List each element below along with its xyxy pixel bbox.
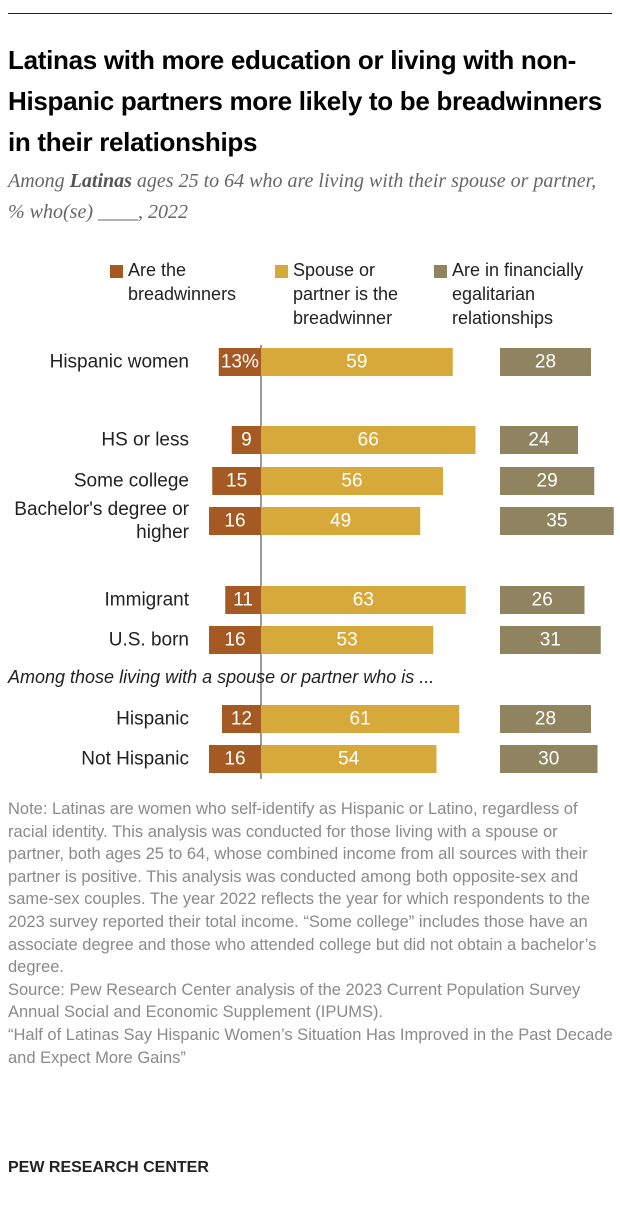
chart-title: Latinas with more education or living wi… xyxy=(8,45,602,157)
value-label: 49 xyxy=(330,511,351,532)
section-label: Among those living with a spouse or part… xyxy=(8,667,435,687)
value-label: 12 xyxy=(231,709,252,730)
bar xyxy=(225,586,261,614)
category-label: Bachelor's degree or higher xyxy=(14,499,189,543)
value-label: 66 xyxy=(358,430,379,451)
notes: Note: Latinas are women who self-identif… xyxy=(8,798,614,1069)
value-label: 53 xyxy=(337,630,358,651)
value-label: 13% xyxy=(221,352,259,373)
subtitle-text: Among xyxy=(8,170,65,192)
category-label: Hispanic women xyxy=(49,351,189,373)
value-label: 15 xyxy=(226,471,247,492)
value-label: 59 xyxy=(346,352,367,373)
value-label: 26 xyxy=(532,590,553,611)
value-label: 63 xyxy=(353,590,374,611)
bar xyxy=(212,467,261,495)
plot: 13% 59 28 9 66 24 15 56 29 16 49 35 11 63 26 16 53 31 12 61… xyxy=(209,345,614,779)
bar xyxy=(500,507,614,535)
bar xyxy=(500,705,591,733)
value-label: 16 xyxy=(224,511,245,532)
bar xyxy=(261,745,437,773)
value-label: 56 xyxy=(341,471,362,492)
bar xyxy=(500,745,598,773)
bar xyxy=(222,705,261,733)
category-label: HS or less xyxy=(101,429,189,451)
value-label: 31 xyxy=(540,630,561,651)
value-label: 9 xyxy=(241,430,252,451)
legend-swatch xyxy=(275,265,288,278)
category-label: U.S. born xyxy=(108,629,189,651)
bar xyxy=(209,745,261,773)
value-label: 11 xyxy=(233,590,253,611)
bar xyxy=(261,426,476,454)
bar xyxy=(500,426,578,454)
legend-label: Spouse or partner is the breadwinner xyxy=(293,260,399,328)
bar xyxy=(231,426,261,454)
category-label: Some college xyxy=(73,470,189,492)
bar xyxy=(261,467,443,495)
bar xyxy=(261,348,453,376)
bar xyxy=(261,705,460,733)
bar xyxy=(500,626,601,654)
legend-swatch xyxy=(434,265,447,278)
value-label: 16 xyxy=(224,630,245,651)
value-label: 30 xyxy=(538,749,559,770)
bar xyxy=(500,586,585,614)
bar xyxy=(261,626,434,654)
subtitle-text: ages 25 to 64 who are living with their … xyxy=(8,170,597,223)
bar xyxy=(261,586,466,614)
note: Note: Latinas are women who self-identif… xyxy=(8,800,597,977)
legend-label: Are in financially egalitarian relations… xyxy=(452,260,584,328)
subtitle-emphasis: Latinas xyxy=(69,170,132,192)
bar xyxy=(500,467,595,495)
value-label: 54 xyxy=(338,749,360,770)
chart-subtitle: Among Latinas ages 25 to 64 who are livi… xyxy=(8,166,614,228)
legend-label: Are the breadwinners xyxy=(128,260,237,304)
top-rule xyxy=(8,13,612,14)
value-label: 29 xyxy=(537,471,558,492)
category-label: Immigrant xyxy=(104,589,189,611)
value-label: 61 xyxy=(350,709,371,730)
bar xyxy=(500,348,591,376)
value-label: 24 xyxy=(528,430,550,451)
category-label: Hispanic xyxy=(116,708,189,730)
bar xyxy=(261,507,421,535)
source: Source: Pew Research Center analysis of … xyxy=(8,980,581,1022)
bar xyxy=(218,348,261,376)
value-label: 28 xyxy=(535,352,556,373)
value-label: 35 xyxy=(546,511,567,532)
category-label: Not Hispanic xyxy=(81,748,189,770)
bar xyxy=(209,507,261,535)
report-title: “Half of Latinas Say Hispanic Women’s Si… xyxy=(8,1025,613,1067)
footer: PEW RESEARCH CENTER xyxy=(8,1159,209,1176)
bar xyxy=(209,626,261,654)
value-label: 28 xyxy=(535,709,556,730)
legend-swatch xyxy=(110,265,123,278)
value-label: 16 xyxy=(224,749,245,770)
